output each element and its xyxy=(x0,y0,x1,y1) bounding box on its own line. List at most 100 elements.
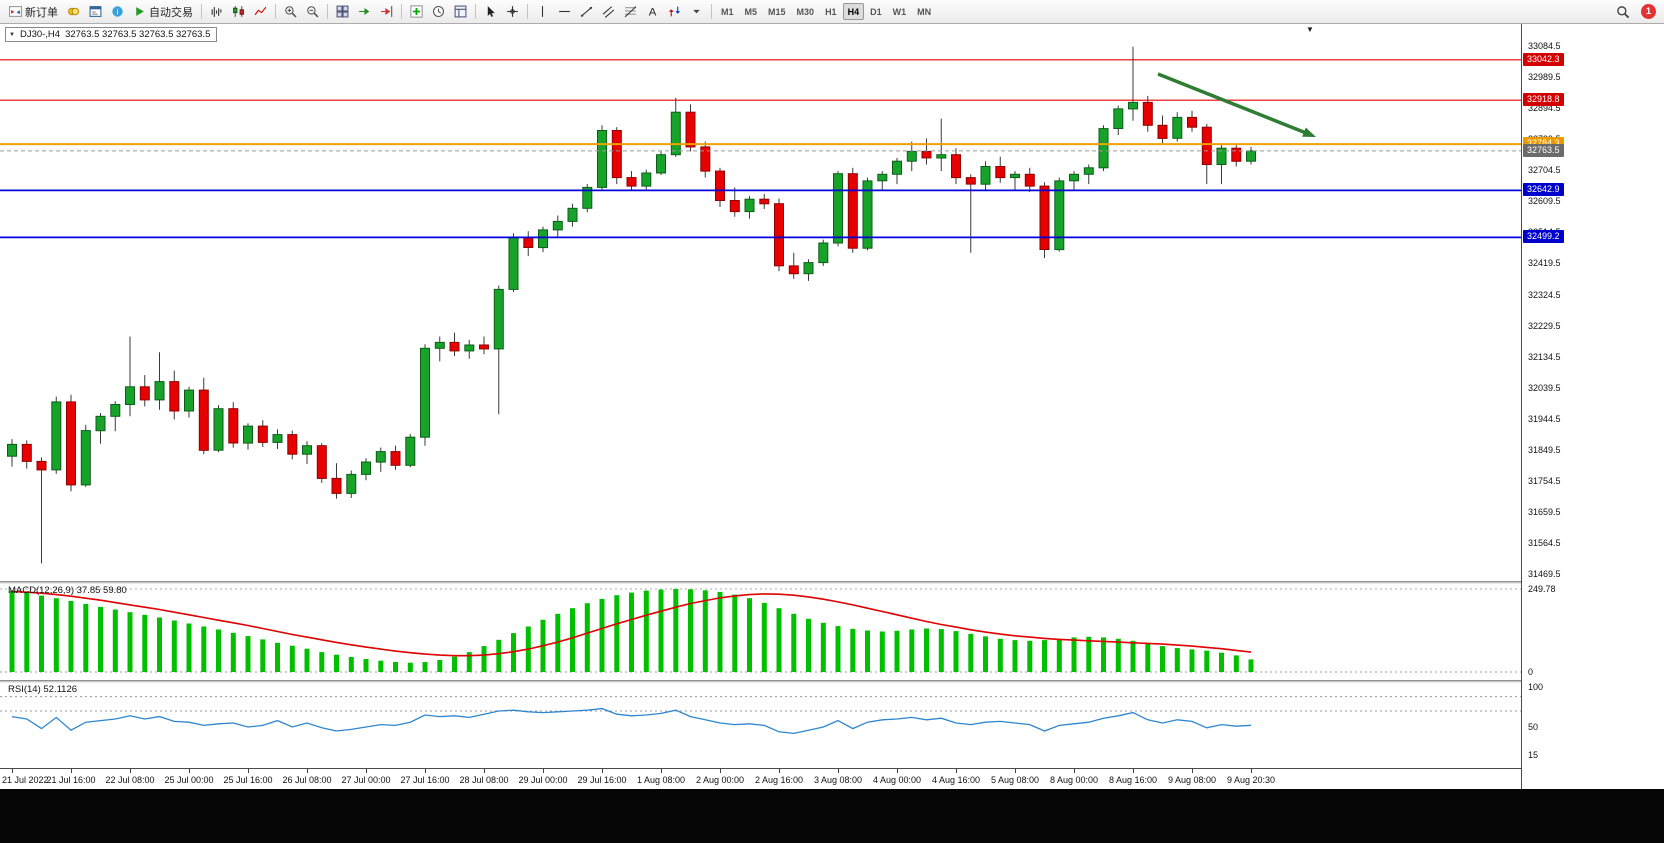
tile-windows-icon xyxy=(336,5,349,18)
toolbar-separator xyxy=(527,4,528,19)
price-tag: 33042.3 xyxy=(1523,52,1564,66)
new-order-icon xyxy=(9,6,22,17)
market-watch-button[interactable] xyxy=(85,2,106,22)
panel-separator[interactable] xyxy=(0,581,1521,584)
main-price-chart[interactable] xyxy=(0,24,1521,581)
time-label: 25 Jul 00:00 xyxy=(164,775,214,785)
time-tick xyxy=(543,769,544,773)
bars-chart-button[interactable] xyxy=(206,2,227,22)
time-label: 9 Aug 08:00 xyxy=(1167,775,1217,785)
line-chart-button[interactable] xyxy=(250,2,271,22)
toolbar-separator xyxy=(711,4,712,19)
macd-signal-line xyxy=(11,590,1252,657)
timeframe-h4-button[interactable]: H4 xyxy=(842,3,865,20)
price-axis[interactable]: 33084.532989.532894.532799.532704.532609… xyxy=(1521,24,1664,789)
market-watch-icon xyxy=(89,6,102,17)
arrows-button[interactable] xyxy=(664,2,685,22)
rsi-panel[interactable] xyxy=(0,683,1521,768)
text-button[interactable]: A xyxy=(642,2,663,22)
new-order-button[interactable]: 新订单 xyxy=(5,2,62,22)
time-tick xyxy=(12,769,13,773)
time-tick xyxy=(130,769,131,773)
timeframe-d1-button[interactable]: D1 xyxy=(865,3,887,20)
timeframe-m1-button[interactable]: M1 xyxy=(716,3,739,20)
main-toolbar: 新订单 i 自动交易 A M1 M5 M15 M30 H1 H4 D1 W1 MN 1 xyxy=(0,0,1664,24)
toolbar-buttons: 新订单 i 自动交易 A M1 M5 M15 M30 H1 H4 D1 W1 MN xyxy=(5,2,936,22)
vertical-line-icon xyxy=(541,6,544,17)
chart-shift-button[interactable] xyxy=(376,2,397,22)
crosshair-icon xyxy=(507,6,518,17)
price-tick-label: 31754.5 xyxy=(1528,475,1561,486)
timeframe-m5-button[interactable]: M5 xyxy=(740,3,763,20)
symbols-icon xyxy=(68,7,80,16)
templates-button[interactable] xyxy=(450,2,471,22)
timeframe-w1-button[interactable]: W1 xyxy=(888,3,912,20)
time-label: 27 Jul 00:00 xyxy=(341,775,391,785)
data-window-button[interactable]: i xyxy=(107,2,128,22)
text-icon: A xyxy=(649,7,657,18)
search-button[interactable] xyxy=(1612,2,1634,22)
rsi-scale-label: 50 xyxy=(1528,722,1539,732)
clock-icon xyxy=(432,5,445,18)
svg-text:i: i xyxy=(117,6,119,16)
crosshair-button[interactable] xyxy=(502,2,523,22)
add-indicator-button[interactable] xyxy=(406,2,427,22)
macd-values: 37.85 59.80 xyxy=(76,585,127,596)
clock-button[interactable] xyxy=(428,2,449,22)
tile-windows-button[interactable] xyxy=(332,2,353,22)
macd-panel[interactable] xyxy=(0,584,1521,679)
price-tick-label: 31944.5 xyxy=(1528,413,1561,424)
price-tick-label: 31469.5 xyxy=(1528,569,1561,579)
time-tick xyxy=(1251,769,1252,773)
rsi-line xyxy=(11,707,1252,735)
templates-icon xyxy=(454,5,467,18)
time-tick xyxy=(897,769,898,773)
candles-chart-button[interactable] xyxy=(228,2,249,22)
time-tick xyxy=(661,769,662,773)
cursor-button[interactable] xyxy=(480,2,501,22)
time-tick xyxy=(1015,769,1016,773)
macd-scale-label: 249.78 xyxy=(1528,584,1556,594)
time-tick xyxy=(1133,769,1134,773)
auto-scroll-button[interactable] xyxy=(354,2,375,22)
time-tick xyxy=(838,769,839,773)
timeframe-h1-button[interactable]: H1 xyxy=(820,3,842,20)
time-tick xyxy=(779,769,780,773)
time-tick xyxy=(1192,769,1193,773)
price-tick-label: 32609.5 xyxy=(1528,196,1561,207)
auto-trading-button[interactable]: 自动交易 xyxy=(129,2,197,22)
channel-button[interactable] xyxy=(598,2,619,22)
horizontal-line-button[interactable] xyxy=(554,2,575,22)
cursor-icon xyxy=(487,6,495,17)
price-tag: 32499.2 xyxy=(1523,230,1564,244)
more-button[interactable] xyxy=(686,2,707,22)
arrows-icon xyxy=(669,6,680,17)
time-label: 26 Jul 08:00 xyxy=(282,775,332,785)
time-axis[interactable]: 21 Jul 2022 21 Jul 16:00 22 Jul 08:00 25 Ju… xyxy=(0,768,1521,789)
vertical-line-button[interactable] xyxy=(532,2,553,22)
notification-badge[interactable]: 1 xyxy=(1641,4,1656,19)
price-tick-label: 32894.5 xyxy=(1528,103,1561,114)
time-label: 3 Aug 08:00 xyxy=(813,775,863,785)
trendline-button[interactable] xyxy=(576,2,597,22)
expand-triangle-icon: ▼ xyxy=(9,31,15,38)
fibonacci-icon xyxy=(624,6,637,18)
timeframe-m15-button[interactable]: M15 xyxy=(763,3,791,20)
timeframe-mn-button[interactable]: MN xyxy=(912,3,936,20)
symbol-info-box[interactable]: ▼ DJ30-,H4 32763.5 32763.5 32763.5 32763… xyxy=(5,27,218,42)
panel-separator[interactable] xyxy=(0,680,1521,683)
zoom-in-button[interactable] xyxy=(280,2,301,22)
timeframe-m30-button[interactable]: M30 xyxy=(792,3,820,20)
zoom-out-icon xyxy=(307,6,319,18)
symbols-button[interactable] xyxy=(63,2,84,22)
chart-shift-marker[interactable]: ▼ xyxy=(1306,25,1314,34)
fibonacci-button[interactable] xyxy=(620,2,641,22)
time-tick xyxy=(189,769,190,773)
time-label: 8 Aug 00:00 xyxy=(1049,775,1099,785)
price-tick-label: 32419.5 xyxy=(1528,258,1561,269)
trend-arrow-annotation[interactable] xyxy=(1157,72,1310,136)
price-tick-label: 31659.5 xyxy=(1528,506,1561,517)
rsi-scale-label: 100 xyxy=(1528,682,1544,692)
data-window-icon: i xyxy=(112,6,123,17)
zoom-out-button[interactable] xyxy=(302,2,323,22)
